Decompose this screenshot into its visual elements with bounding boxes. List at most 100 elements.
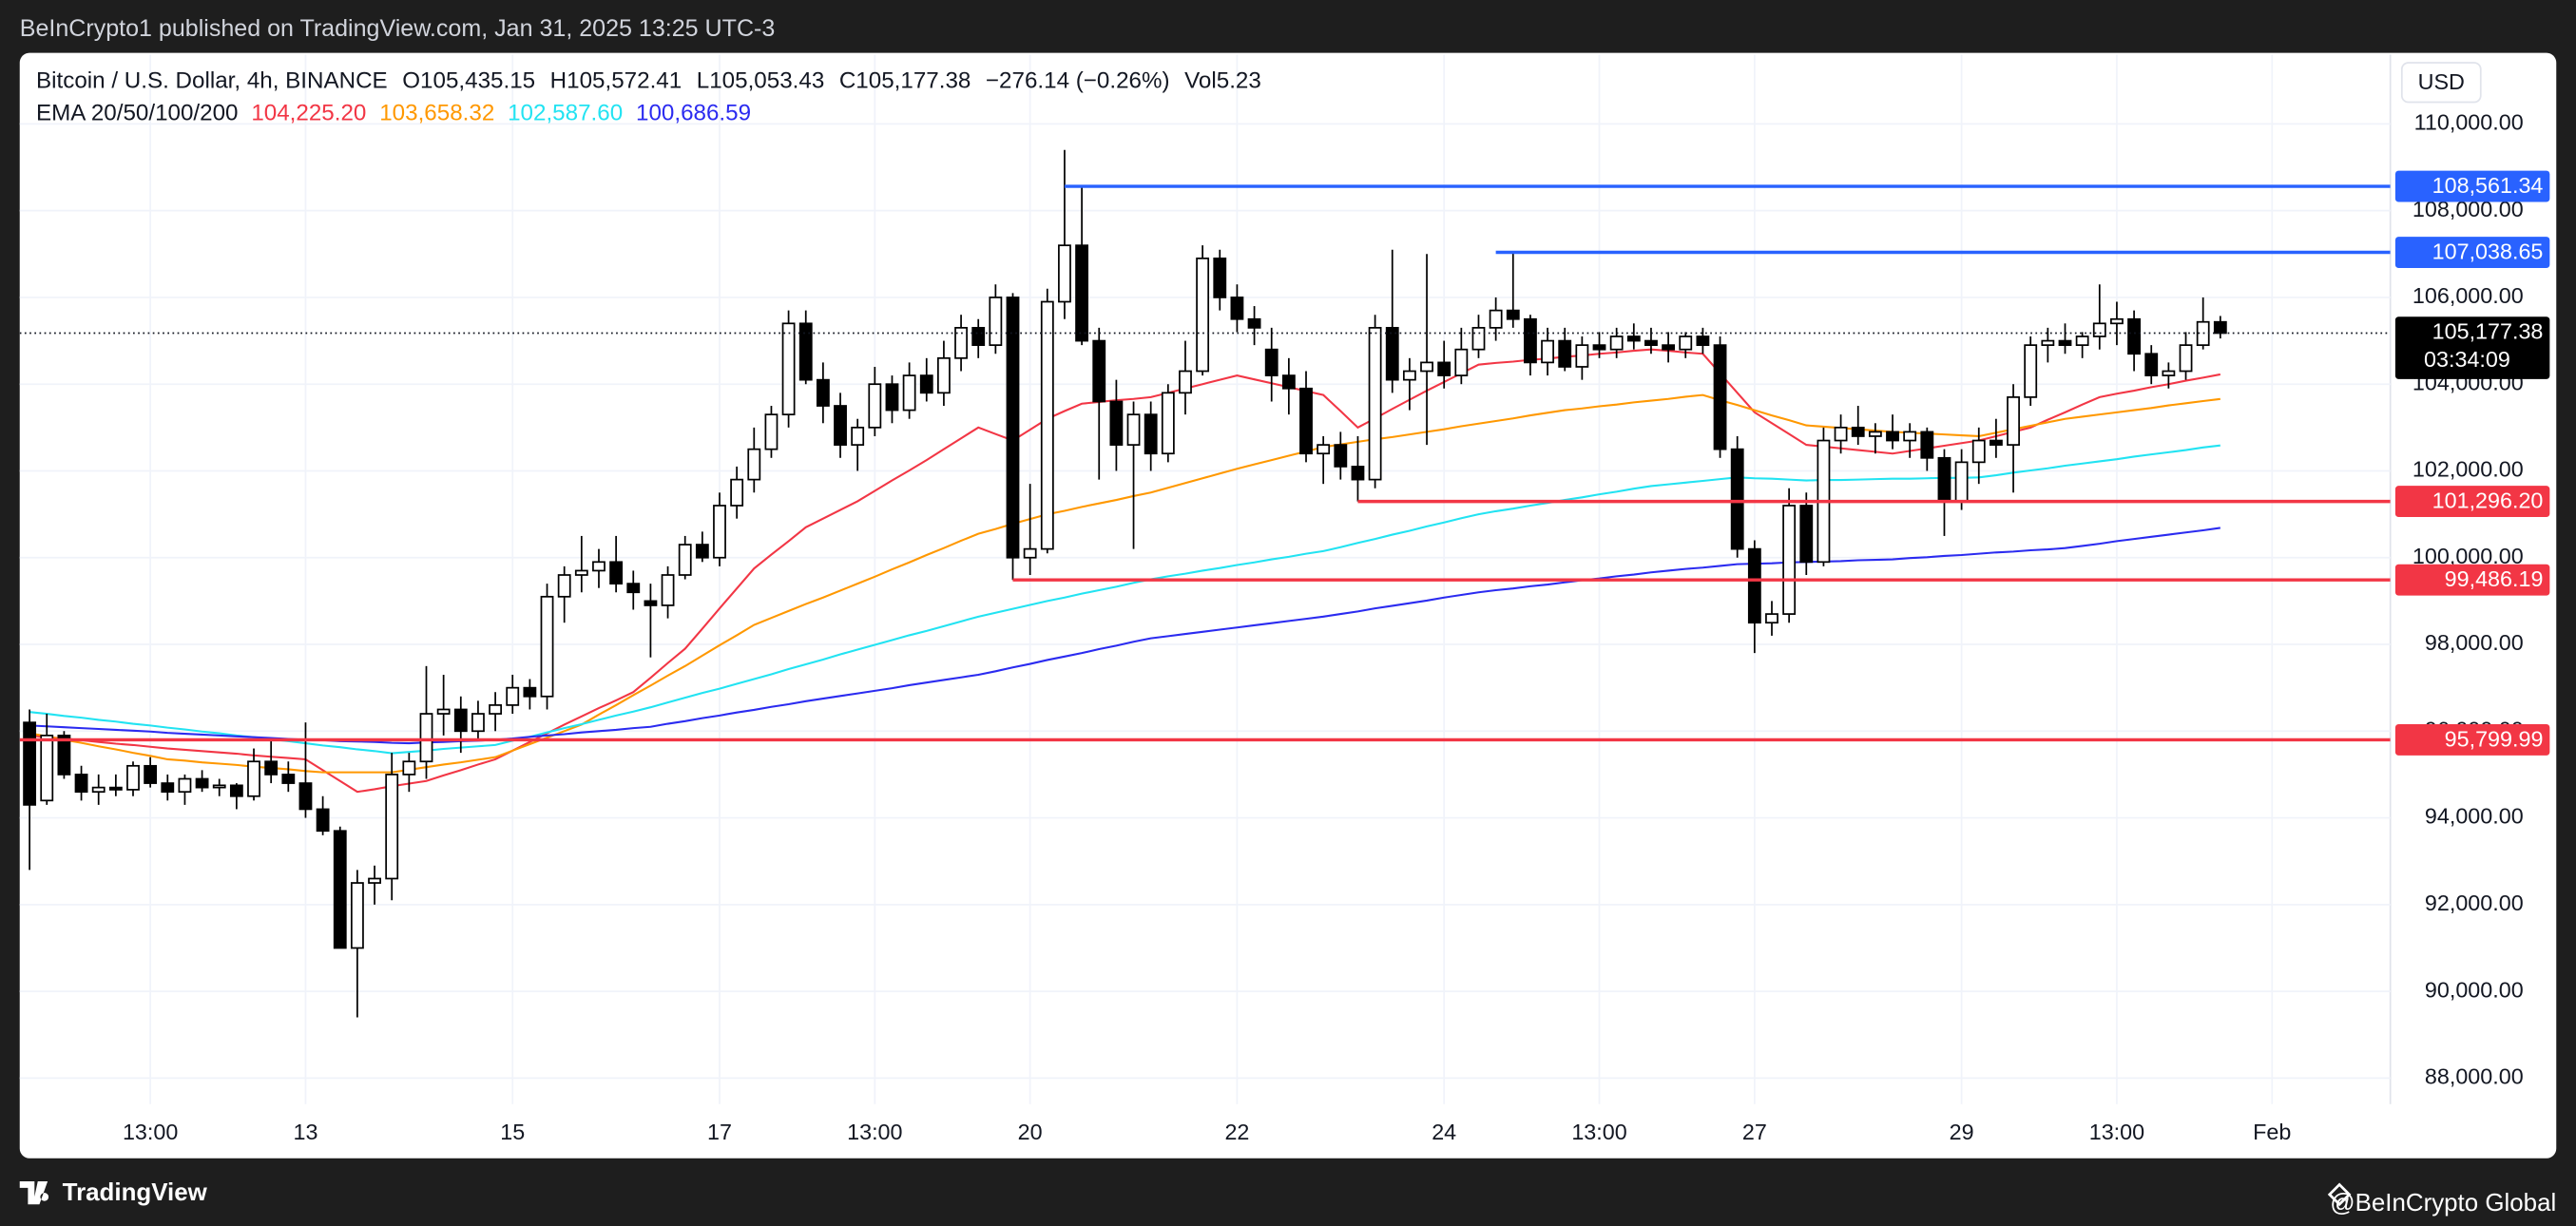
level-label: 99,486.19: [2445, 566, 2544, 591]
candle-body: [885, 383, 899, 412]
candle-body: [1765, 613, 1778, 624]
x-tick-label: 13:00: [847, 1120, 902, 1144]
legend-ema: EMA 20/50/100/200 104,225.20 103,658.32 102…: [36, 101, 751, 126]
legend-value: L105,053.43: [697, 68, 825, 94]
candle-body: [1161, 392, 1175, 455]
candle-body: [1334, 444, 1348, 468]
candle-body: [1644, 339, 1658, 346]
last-price-label: 105,177.38: [2432, 319, 2544, 344]
candle-body: [1903, 431, 1917, 442]
candle-body: [1799, 505, 1814, 564]
x-tick-label: 13:00: [2089, 1120, 2144, 1144]
candle-body: [851, 426, 865, 446]
level-label-box: [2394, 237, 2550, 268]
candle-body: [781, 322, 796, 416]
candle-body: [2041, 339, 2055, 346]
candle-body: [1092, 339, 1106, 403]
candle-body: [350, 882, 364, 949]
candle-body: [247, 760, 260, 797]
candle-body: [574, 569, 588, 576]
candle-body: [264, 760, 279, 776]
candle-body: [333, 830, 347, 949]
candle-body: [557, 574, 571, 598]
overlay: 88,000.0090,000.0092,000.0094,000.0096,0…: [36, 68, 2550, 1144]
candle-body: [1886, 431, 1899, 442]
candle-body: [989, 297, 1003, 346]
candle-body: [1040, 300, 1054, 550]
candle-body: [1489, 309, 1503, 329]
legend-value: −276.14 (−0.26%): [986, 68, 1170, 94]
candle-body: [678, 544, 692, 576]
legend-value: C105,177.38: [839, 68, 971, 94]
candle-body: [644, 600, 658, 606]
candle-body: [1592, 344, 1606, 351]
candle-body: [1506, 309, 1520, 320]
x-tick-label: 13:00: [1571, 1120, 1626, 1144]
candle-body: [195, 777, 209, 789]
x-tick-label: Feb: [2253, 1120, 2291, 1144]
ema-title: EMA 20/50/100/200: [36, 101, 238, 126]
level-label-box: [2394, 564, 2550, 596]
handle: @BeInCrypto Global: [2330, 1190, 2556, 1216]
x-tick-label: 20: [1018, 1120, 1043, 1144]
candle-body: [1006, 297, 1020, 559]
chart-panel: [19, 52, 2557, 1159]
candle-body: [1454, 348, 1469, 376]
level-label: 95,799.99: [2445, 726, 2544, 751]
candle-body: [1989, 439, 2003, 446]
publisher: BeInCrypto1 published on TradingView.com…: [20, 15, 776, 42]
y-tick-label: 100,000.00: [2413, 544, 2524, 568]
candle-body: [695, 544, 709, 559]
candle-body: [74, 774, 88, 794]
candle-body: [1023, 547, 1037, 559]
ema-value: 100,686.59: [636, 101, 751, 126]
candle-body: [540, 595, 554, 698]
candle-body: [506, 686, 520, 706]
candle-body: [2075, 335, 2089, 346]
brand: TradingView: [63, 1179, 208, 1206]
candle-body: [971, 327, 986, 346]
candle-body: [2058, 339, 2072, 346]
candle-body: [2024, 344, 2038, 398]
candle-body: [40, 734, 54, 802]
candle-body: [1937, 456, 1951, 503]
candle-body: [2144, 353, 2159, 376]
currency[interactable]: USD: [2418, 69, 2465, 94]
candle-body: [2092, 322, 2106, 337]
legend-value: O105,435.15: [402, 68, 535, 94]
candle-body: [1920, 431, 1934, 459]
x-tick-label: 29: [1950, 1120, 1974, 1144]
candle-body: [1144, 413, 1158, 455]
ema-line: [29, 527, 2220, 745]
candle-body: [1626, 335, 1641, 342]
legend-main: Bitcoin / U.S. Dollar, 4h, BINANCE O105,4…: [36, 68, 1261, 94]
y-tick-label: 88,000.00: [2425, 1064, 2524, 1089]
candle-body: [144, 764, 158, 784]
currency-button[interactable]: [2400, 62, 2482, 104]
candle-body: [730, 478, 744, 507]
candle-body: [229, 784, 243, 797]
candle-body: [1179, 370, 1192, 394]
y-tick-label: 110,000.00: [2414, 110, 2524, 135]
candle-body: [419, 713, 433, 763]
y-tick-label: 94,000.00: [2425, 804, 2524, 829]
candle-body: [1868, 431, 1882, 437]
candle-body: [1541, 339, 1554, 364]
countdown: 03:34:09: [2424, 347, 2510, 372]
candle-body: [1437, 361, 1451, 376]
candle-body: [937, 356, 951, 394]
candle-body: [954, 327, 968, 359]
candle-body: [298, 782, 313, 811]
candle-body: [798, 322, 813, 381]
candle-body: [1782, 505, 1797, 615]
candle-body: [1471, 327, 1486, 351]
candle-body: [489, 704, 503, 715]
candle-body: [2213, 320, 2227, 335]
x-tick-label: 17: [707, 1120, 732, 1144]
candle-body: [523, 686, 537, 698]
x-tick-label: 15: [500, 1120, 525, 1144]
candle-body: [1558, 339, 1572, 368]
candle-body: [2007, 396, 2020, 446]
